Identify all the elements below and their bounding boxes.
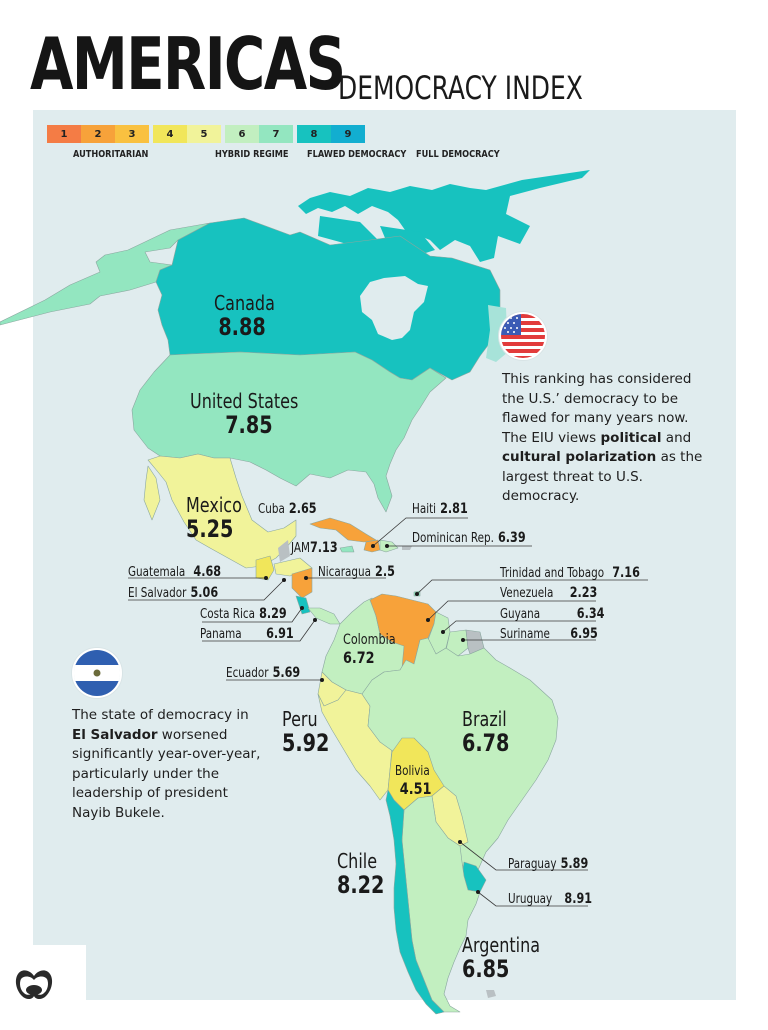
leader-costa-rica (202, 607, 303, 623)
legend-swatch-1: 1 (47, 125, 81, 143)
legend-scale-bar: 1 2 3 4 5 6 7 8 9 (47, 125, 365, 143)
label-cuba: Cuba 2.65 (258, 501, 317, 517)
panama-shape (307, 607, 341, 625)
chile-shape (385, 789, 445, 1015)
label-paraguay: Paraguay 5.89 (508, 856, 589, 872)
label-united-states: United States 7.85 (190, 389, 299, 439)
mexico-shape (147, 453, 297, 569)
el-salvador-note: The state of democracy in El Salvador wo… (72, 707, 261, 821)
jamaica-shape (339, 545, 355, 553)
label-venezuela: Venezuela 2.23 (500, 585, 598, 601)
cuba-shape (309, 517, 377, 543)
brand-logo-icon (14, 966, 54, 1006)
alaska-shape (0, 222, 211, 326)
legend-swatch-5: 5 (187, 125, 221, 143)
suriname-shape (445, 629, 469, 657)
legend-swatch-7: 7 (259, 125, 293, 143)
label-canada: Canada 8.88 (214, 291, 275, 341)
label-panama: Panama 6.91 (200, 626, 294, 642)
label-brazil: Brazil 6.78 (462, 707, 510, 757)
label-uruguay: Uruguay 8.91 (508, 891, 593, 907)
label-trinidad-tobago: Trinidad and Tobago 7.16 (500, 565, 640, 581)
canada-arctic-islands (298, 170, 590, 262)
legend-swatch-6: 6 (225, 125, 259, 143)
leader-trinidad (416, 579, 648, 595)
leader-haiti (372, 517, 468, 547)
legend-label-full-democracy: FULL DEMOCRACY (416, 149, 500, 160)
legend-swatch-2: 2 (81, 125, 115, 143)
legend-label-hybrid-regime: HYBRID REGIME (215, 149, 289, 160)
leader-el-salvador (128, 579, 285, 601)
label-mexico: Mexico 5.25 (186, 493, 242, 543)
us-note: This ranking has considered the U.S.’ de… (502, 371, 703, 504)
label-bolivia: Bolivia 4.51 (395, 764, 432, 798)
label-ecuador: Ecuador 5.69 (226, 665, 301, 681)
brazil-shape (361, 637, 559, 877)
label-costa-rica: Costa Rica 8.29 (200, 606, 287, 622)
legend-label-flawed-democracy: FLAWED DEMOCRACY (307, 149, 407, 160)
leader-guyana (442, 620, 596, 633)
leader-paraguay (459, 841, 588, 871)
label-haiti: Haiti 2.81 (412, 501, 468, 517)
label-suriname: Suriname 6.95 (500, 626, 598, 642)
el-salvador-flag-icon (72, 648, 122, 698)
hudson-bay (360, 276, 428, 340)
legend-label-authoritarian: AUTHORITARIAN (73, 149, 149, 160)
legend-swatch-8: 8 (297, 125, 331, 143)
legend: 1 2 3 4 5 6 7 8 9 AUTHORITARIAN HYBRID R… (47, 125, 500, 165)
legend-swatch-4: 4 (153, 125, 187, 143)
nicaragua-shape (291, 567, 313, 599)
leader-panama (202, 619, 316, 642)
costa-rica-shape (295, 595, 311, 615)
us-flag-icon (499, 312, 547, 360)
label-guatemala: Guatemala 4.68 (128, 564, 222, 580)
label-guyana: Guyana 6.34 (500, 606, 605, 622)
guatemala-shape (255, 555, 275, 581)
label-colombia: Colombia 6.72 (343, 632, 396, 667)
legend-swatch-9: 9 (331, 125, 365, 143)
label-peru: Peru 5.92 (282, 707, 330, 757)
label-el-salvador: El Salvador 5.06 (128, 585, 219, 601)
leader-venezuela (427, 600, 596, 621)
label-nicaragua: Nicaragua 2.5 (318, 564, 395, 580)
label-jamaica: JAM7.13 (291, 540, 338, 556)
page-title: AMERICAS (30, 22, 346, 106)
page-subtitle: DEMOCRACY INDEX (338, 69, 583, 107)
label-argentina: Argentina 6.85 (462, 933, 541, 983)
label-chile: Chile 8.22 (337, 849, 385, 899)
leader-uruguay (477, 891, 588, 907)
legend-swatch-3: 3 (115, 125, 149, 143)
label-dominican-rep: Dominican Rep. 6.39 (412, 530, 526, 546)
